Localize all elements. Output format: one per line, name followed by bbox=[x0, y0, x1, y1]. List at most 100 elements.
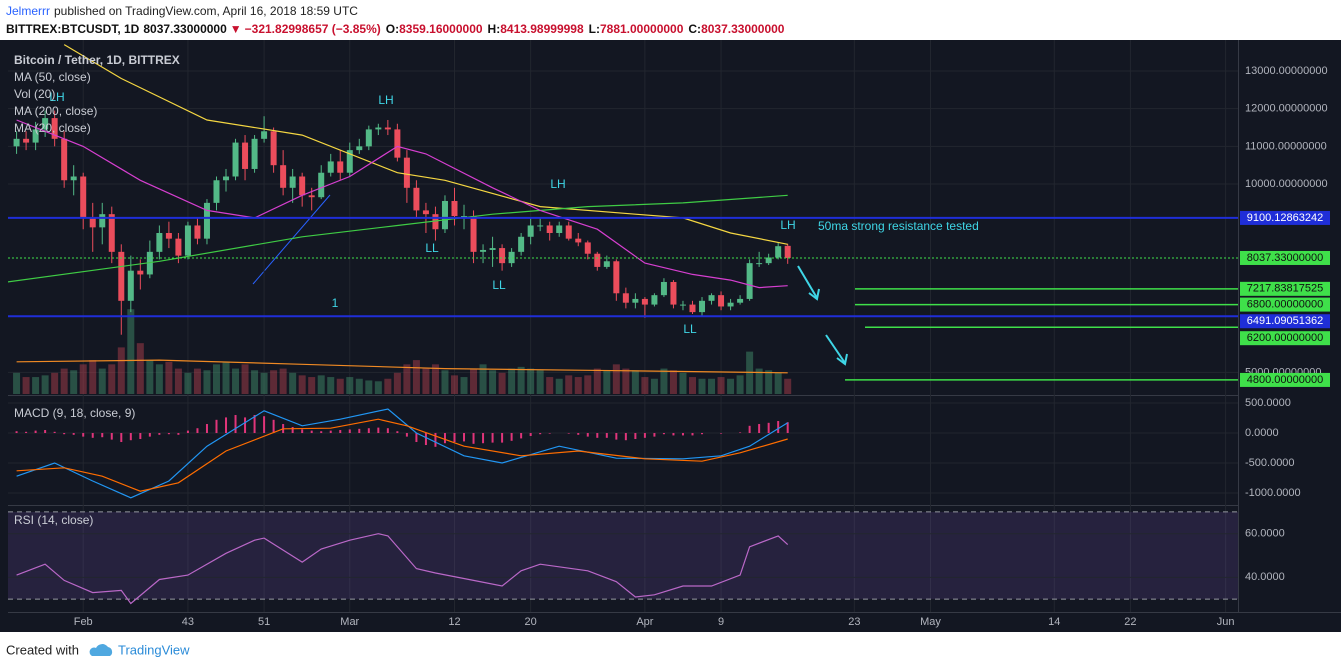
volume-bar bbox=[708, 378, 716, 394]
candle-body bbox=[699, 300, 706, 313]
arrow-head bbox=[808, 288, 820, 301]
candle-body bbox=[118, 251, 125, 301]
candle-body bbox=[632, 298, 639, 303]
volume-bar bbox=[32, 377, 40, 394]
x-tick-label: 14 bbox=[1048, 616, 1060, 628]
x-tick-label: Jun bbox=[1217, 616, 1235, 628]
arrow-head bbox=[836, 353, 848, 366]
footer-brand[interactable]: TradingView bbox=[118, 642, 190, 657]
annotation: LL bbox=[492, 278, 506, 292]
candle-body bbox=[575, 238, 582, 243]
level-label-box bbox=[1240, 281, 1330, 296]
x-tick-label: 22 bbox=[1124, 616, 1136, 628]
level-label: 8037.33000000 bbox=[1247, 252, 1323, 264]
candle-body bbox=[775, 246, 782, 258]
volume-bar bbox=[193, 368, 201, 394]
macd-histogram bbox=[691, 433, 694, 436]
macd-histogram bbox=[529, 433, 532, 437]
volume-bar bbox=[688, 377, 696, 394]
volume-bar bbox=[317, 375, 325, 394]
volume-bar bbox=[650, 378, 658, 394]
macd-histogram bbox=[377, 427, 380, 434]
candle-body bbox=[365, 129, 372, 147]
candle-body bbox=[346, 150, 353, 173]
macd-histogram bbox=[624, 433, 627, 441]
volume-bar bbox=[289, 372, 297, 394]
macd-histogram bbox=[234, 415, 237, 434]
author[interactable]: Jelmerrr bbox=[6, 4, 50, 18]
macd-histogram bbox=[634, 433, 637, 440]
ma-line bbox=[16, 119, 788, 289]
volume-bar bbox=[393, 372, 401, 394]
volume-bar bbox=[22, 377, 30, 394]
annotation: 50ma strong resistance tested bbox=[818, 219, 979, 233]
volume-bar bbox=[431, 364, 439, 394]
macd-histogram bbox=[739, 432, 742, 434]
macd-histogram bbox=[348, 429, 351, 434]
volume-bar bbox=[146, 360, 154, 394]
candle-body bbox=[784, 245, 791, 258]
volume-bar bbox=[603, 370, 611, 394]
macd-histogram bbox=[453, 433, 456, 443]
symbol: BITTREX:BTCUSDT, 1D bbox=[6, 22, 140, 36]
legend-entry: MA (200, close) bbox=[14, 104, 97, 118]
macd-histogram bbox=[491, 433, 494, 443]
candle-body bbox=[689, 304, 696, 313]
header-line2: BITTREX:BTCUSDT, 1D 8037.33000000 ▼ −321.82… bbox=[6, 22, 785, 36]
volume-bar bbox=[251, 370, 259, 394]
volume-bar bbox=[203, 370, 211, 394]
ohlc-key: O: bbox=[386, 22, 399, 36]
macd-histogram bbox=[63, 433, 66, 435]
macd-histogram bbox=[139, 433, 142, 440]
candle-body bbox=[461, 216, 468, 218]
last-price: 8037.33000000 bbox=[143, 22, 227, 36]
volume-bar bbox=[593, 368, 601, 394]
x-tick-label: Apr bbox=[636, 616, 653, 628]
rsi-pane bbox=[8, 511, 1238, 605]
volume-bar bbox=[470, 368, 478, 394]
candle-body bbox=[518, 236, 525, 252]
volume-bar bbox=[641, 377, 649, 394]
candle-body bbox=[546, 225, 553, 234]
macd-histogram bbox=[25, 431, 28, 434]
candle-body bbox=[261, 131, 268, 139]
candle-body bbox=[708, 295, 715, 301]
volume-bar bbox=[669, 370, 677, 394]
macd-line bbox=[16, 418, 788, 492]
macd-histogram bbox=[777, 421, 780, 434]
candle-body bbox=[480, 249, 487, 252]
annotation: LH bbox=[378, 93, 393, 107]
ma-line bbox=[63, 44, 788, 245]
macd-histogram bbox=[501, 433, 504, 443]
macd-histogram bbox=[586, 433, 589, 437]
x-tick-label: May bbox=[920, 616, 941, 628]
rsi-band-fill bbox=[8, 511, 1238, 600]
volume-bar bbox=[336, 378, 344, 394]
change: −321.82998657 (−3.85%) bbox=[245, 22, 381, 36]
macd-histogram bbox=[510, 433, 513, 441]
candle-body bbox=[641, 298, 648, 305]
macd-histogram bbox=[424, 433, 427, 446]
logo[interactable] bbox=[89, 644, 113, 656]
candle-body bbox=[51, 118, 58, 139]
macd-histogram bbox=[91, 433, 94, 438]
macd-histogram bbox=[358, 428, 361, 434]
volume-bar bbox=[412, 360, 420, 394]
level-label-box bbox=[1240, 314, 1330, 329]
level-label-box bbox=[1240, 331, 1330, 346]
volume-bar bbox=[79, 364, 87, 394]
x-tick-label: 43 bbox=[182, 616, 194, 628]
macd-histogram bbox=[548, 433, 551, 434]
volume-bar bbox=[422, 368, 430, 394]
volume-bar bbox=[165, 361, 173, 394]
volume-bar bbox=[346, 377, 354, 394]
volume-bar bbox=[89, 360, 97, 394]
volume-bar bbox=[479, 364, 487, 394]
volume-bar bbox=[498, 372, 506, 394]
macd-histogram bbox=[301, 429, 304, 434]
macd-histogram bbox=[82, 433, 85, 437]
macd-histogram bbox=[34, 430, 37, 434]
candle-body bbox=[727, 302, 734, 307]
level-label: 6800.00000000 bbox=[1247, 298, 1323, 310]
